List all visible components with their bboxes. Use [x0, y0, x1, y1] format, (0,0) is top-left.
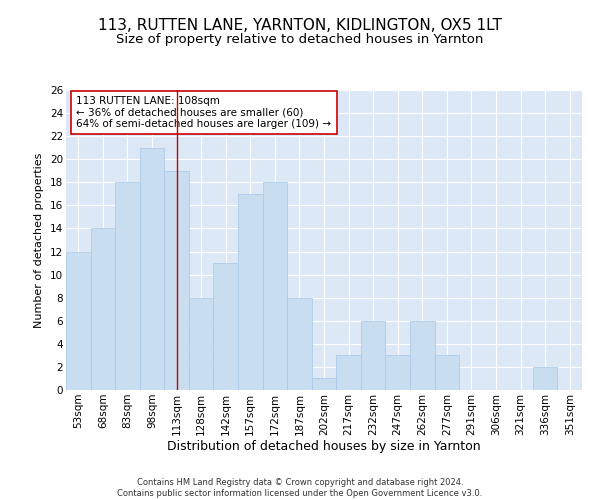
Bar	[263, 182, 287, 390]
Bar	[164, 171, 189, 390]
Bar	[312, 378, 336, 390]
Bar	[385, 356, 410, 390]
Bar	[214, 263, 238, 390]
Bar	[361, 321, 385, 390]
Bar	[410, 321, 434, 390]
Bar	[91, 228, 115, 390]
Text: Contains HM Land Registry data © Crown copyright and database right 2024.
Contai: Contains HM Land Registry data © Crown c…	[118, 478, 482, 498]
Bar	[189, 298, 214, 390]
Text: 113, RUTTEN LANE, YARNTON, KIDLINGTON, OX5 1LT: 113, RUTTEN LANE, YARNTON, KIDLINGTON, O…	[98, 18, 502, 32]
Bar	[115, 182, 140, 390]
Text: 113 RUTTEN LANE: 108sqm
← 36% of detached houses are smaller (60)
64% of semi-de: 113 RUTTEN LANE: 108sqm ← 36% of detache…	[76, 96, 331, 129]
Bar	[238, 194, 263, 390]
Bar	[336, 356, 361, 390]
Y-axis label: Number of detached properties: Number of detached properties	[34, 152, 44, 328]
Bar	[287, 298, 312, 390]
Bar	[434, 356, 459, 390]
Bar	[66, 252, 91, 390]
Bar	[140, 148, 164, 390]
Text: Size of property relative to detached houses in Yarnton: Size of property relative to detached ho…	[116, 32, 484, 46]
Bar	[533, 367, 557, 390]
X-axis label: Distribution of detached houses by size in Yarnton: Distribution of detached houses by size …	[167, 440, 481, 454]
